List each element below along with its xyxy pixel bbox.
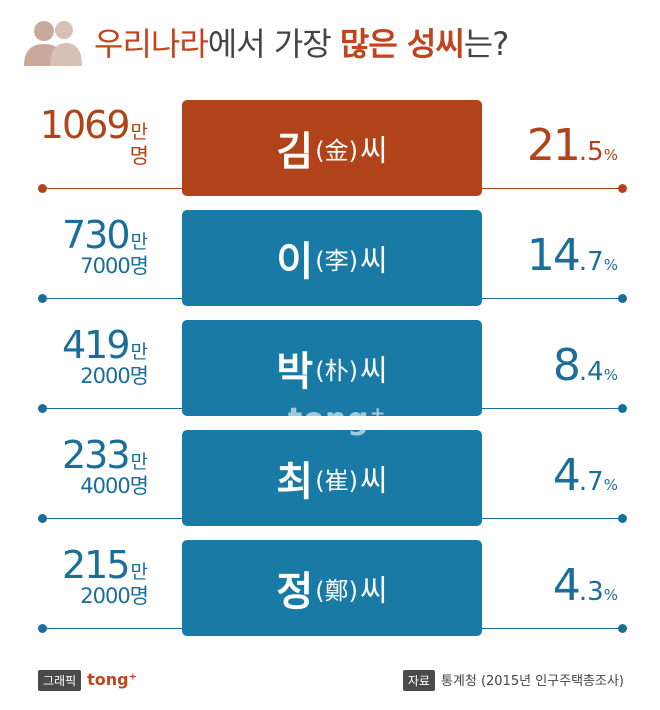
row-dot-right [618, 294, 627, 303]
population-count: 730 만 7000명 [61, 213, 149, 278]
surname: 김 [276, 129, 314, 175]
surname-ssi: 씨 [359, 244, 388, 279]
population-count: 215 만 2000명 [61, 543, 149, 608]
surname-ssi: 씨 [359, 134, 388, 169]
pct-sign: % [603, 256, 618, 274]
pct-int: 14 [526, 230, 581, 281]
row-dot-right [618, 184, 627, 193]
row-dot-right [618, 624, 627, 633]
source-tag: 자료 [402, 670, 435, 691]
title-part-4: 는? [463, 25, 509, 63]
pct-int: 8 [552, 340, 581, 391]
pct-sign: % [603, 586, 618, 604]
people-icon [24, 21, 82, 66]
row-dot-left [38, 404, 47, 413]
surname-hanja: (李) [315, 246, 358, 275]
pct-sign: % [603, 146, 618, 164]
population-count: 419 만 2000명 [61, 323, 149, 388]
count-main: 233 [61, 433, 131, 477]
surname: 박 [276, 349, 314, 395]
surname-ssi: 씨 [359, 464, 388, 499]
pct-dec: .4 [578, 357, 604, 387]
count-unit: 만 [130, 451, 148, 473]
surname-box: 박 (朴) 씨 [182, 320, 482, 416]
percentage: 4.3% [553, 564, 618, 608]
surname-hanja: (金) [315, 136, 358, 165]
count-sub: 4000명 [80, 474, 149, 498]
watermark: tong⁺ [288, 402, 387, 437]
count-main: 419 [61, 323, 131, 367]
pct-int: 21 [526, 120, 581, 171]
pct-int: 4 [552, 560, 581, 611]
title-part-1: 우리나라 [94, 25, 209, 63]
count-sub: 명 [129, 144, 149, 168]
pct-dec: .5 [578, 137, 604, 167]
count-sub: 2000명 [80, 364, 149, 388]
pct-sign: % [603, 366, 618, 384]
row-dot-right [618, 404, 627, 413]
footer: 그래픽 tong⁺ 자료 통계청 (2015년 인구주택총조사) [0, 666, 660, 696]
surname: 정 [276, 569, 314, 615]
row-dot-right [618, 514, 627, 523]
surname-box: 이 (李) 씨 [182, 210, 482, 306]
source-credit: 자료 통계청 (2015년 인구주택총조사) [402, 670, 624, 691]
surname-hanja: (鄭) [315, 576, 358, 605]
credit-tag: 그래픽 [38, 670, 82, 691]
surname-box: 최 (崔) 씨 [182, 430, 482, 526]
population-count: 1069 만 명 [39, 103, 149, 168]
count-sub: 2000명 [80, 584, 149, 608]
percentage: 4.7% [553, 454, 618, 498]
surname-row: 419 만 2000명 박 (朴) 씨 8.4% [0, 320, 660, 420]
count-main: 215 [61, 543, 131, 587]
surname: 이 [276, 239, 314, 285]
pct-dec: .7 [578, 247, 604, 277]
chart-title: 우리나라에서 가장 많은 성씨는? [22, 16, 509, 68]
count-unit: 만 [130, 231, 148, 253]
surname-hanja: (朴) [315, 356, 358, 385]
row-dot-left [38, 624, 47, 633]
percentage: 14.7% [527, 234, 618, 278]
surname-ssi: 씨 [359, 574, 388, 609]
surname-row: 1069 만 명 김 (金) 씨 21.5% [0, 100, 660, 200]
title-part-3: 많은 성씨 [339, 25, 465, 63]
pct-int: 4 [552, 450, 581, 501]
credit-brand: tong⁺ [87, 670, 138, 689]
pct-dec: .3 [578, 577, 604, 607]
pct-dec: .7 [578, 467, 604, 497]
surname-row: 215 만 2000명 정 (鄭) 씨 4.3% [0, 540, 660, 640]
surname-row: 730 만 7000명 이 (李) 씨 14.7% [0, 210, 660, 310]
count-sub: 7000명 [80, 254, 149, 278]
row-dot-left [38, 514, 47, 523]
count-main: 1069 [39, 103, 131, 147]
percentage: 21.5% [527, 124, 618, 168]
percentage: 8.4% [553, 344, 618, 388]
count-unit: 만 [130, 341, 148, 363]
surname-box: 정 (鄭) 씨 [182, 540, 482, 636]
title-part-2: 에서 가장 [207, 25, 340, 63]
surname: 최 [276, 459, 314, 505]
row-dot-left [38, 294, 47, 303]
row-dot-left [38, 184, 47, 193]
surname-hanja: (崔) [315, 466, 358, 495]
surname-row: 233 만 4000명 최 (崔) 씨 4.7% [0, 430, 660, 530]
graphic-credit: 그래픽 tong⁺ [38, 670, 137, 691]
count-unit: 만 [130, 561, 148, 583]
population-count: 233 만 4000명 [61, 433, 149, 498]
surname-ssi: 씨 [359, 354, 388, 389]
count-main: 730 [61, 213, 131, 257]
count-unit: 만 [130, 121, 148, 143]
surname-box: 김 (金) 씨 [182, 100, 482, 196]
source-text: 통계청 (2015년 인구주택총조사) [440, 674, 624, 689]
pct-sign: % [603, 476, 618, 494]
